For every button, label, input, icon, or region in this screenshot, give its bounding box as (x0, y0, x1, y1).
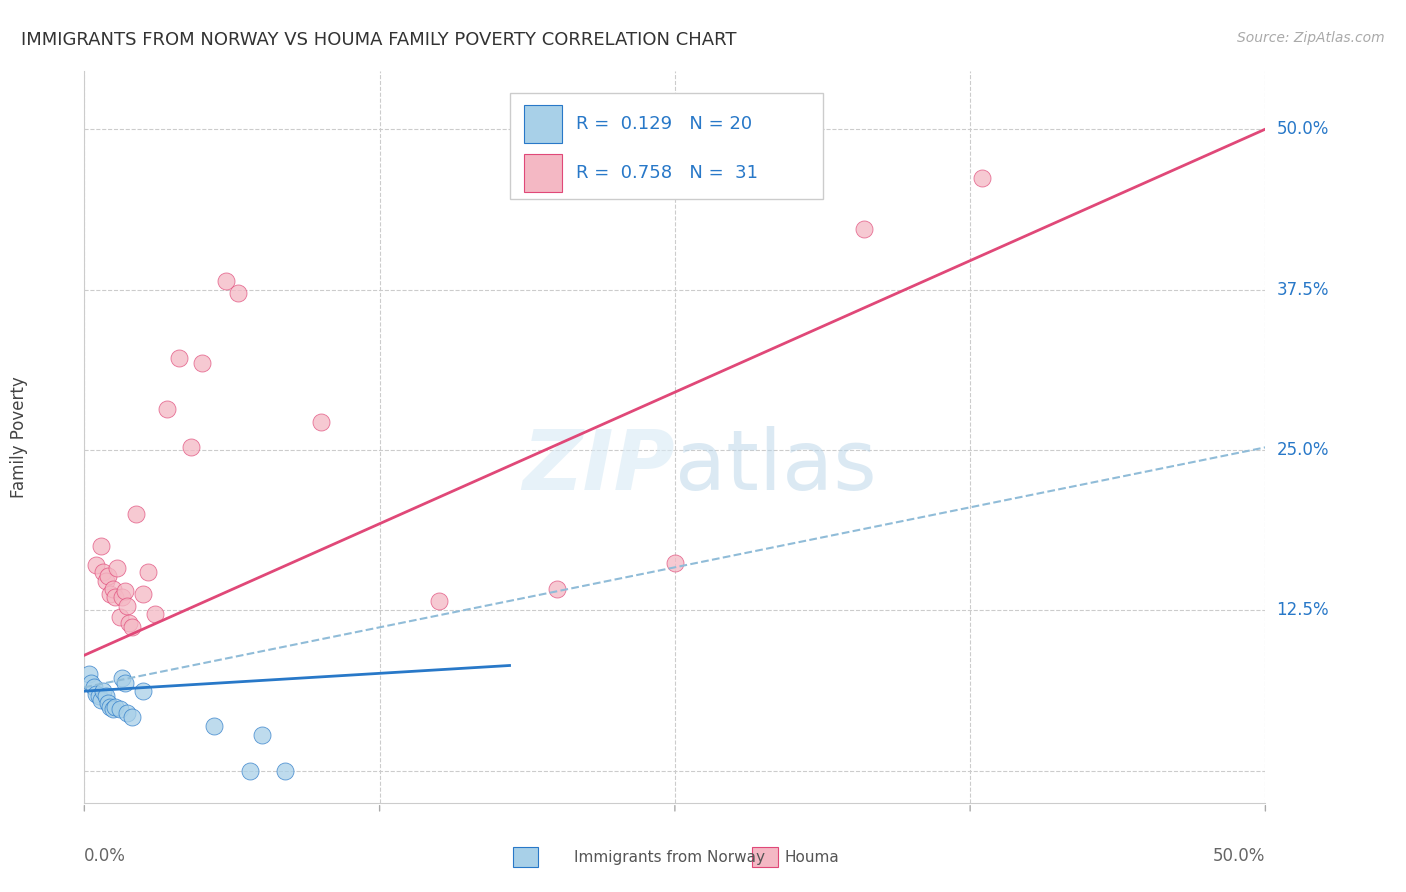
Point (191, 356, 214, 370)
Point (101, 582, 124, 596)
Point (77, 667, 100, 681)
Text: 50.0%: 50.0% (1213, 847, 1265, 864)
Point (90, 693, 112, 707)
Point (107, 561, 129, 575)
Point (136, 565, 159, 579)
Point (143, 607, 166, 622)
Text: R =  0.758   N =  31: R = 0.758 N = 31 (575, 164, 758, 182)
Point (80, 676, 103, 690)
Point (239, 764, 262, 778)
Point (427, 594, 450, 608)
Point (180, 441, 202, 455)
Point (97, 696, 120, 710)
Point (94, 690, 117, 704)
Point (91, 565, 114, 579)
Point (115, 599, 138, 614)
Text: 25.0%: 25.0% (1277, 441, 1329, 458)
Point (970, 170, 993, 185)
Point (108, 609, 131, 624)
Point (104, 699, 127, 714)
Text: atlas: atlas (675, 425, 876, 507)
Point (101, 702, 124, 716)
Point (90, 539, 112, 553)
Text: IMMIGRANTS FROM NORWAY VS HOUMA FAMILY POVERTY CORRELATION CHART: IMMIGRANTS FROM NORWAY VS HOUMA FAMILY P… (21, 31, 737, 49)
Point (104, 591, 127, 605)
Point (132, 587, 155, 601)
Point (546, 582, 568, 596)
Point (111, 591, 134, 605)
Point (94, 574, 117, 588)
Point (97, 568, 120, 582)
Point (87, 690, 110, 704)
Point (309, 415, 332, 429)
Text: 0.0%: 0.0% (84, 847, 127, 864)
Point (108, 702, 131, 716)
Text: 12.5%: 12.5% (1277, 601, 1329, 619)
FancyBboxPatch shape (509, 94, 823, 200)
Point (215, 273, 238, 287)
Point (274, 764, 297, 778)
Point (226, 286, 249, 301)
Point (156, 401, 179, 416)
Point (132, 684, 155, 698)
Point (114, 584, 136, 599)
Point (250, 728, 273, 742)
Text: Source: ZipAtlas.com: Source: ZipAtlas.com (1237, 31, 1385, 45)
Point (111, 671, 134, 685)
Point (84, 558, 107, 573)
Point (118, 616, 141, 631)
Point (852, 222, 875, 236)
Point (125, 507, 148, 521)
Bar (752, 847, 778, 867)
Text: 37.5%: 37.5% (1277, 280, 1329, 299)
Point (664, 556, 686, 570)
Point (167, 351, 190, 365)
Point (91, 684, 114, 698)
Text: R =  0.129   N = 20: R = 0.129 N = 20 (575, 115, 752, 133)
Bar (513, 847, 538, 867)
Point (114, 676, 136, 690)
Point (121, 620, 143, 634)
Point (121, 710, 143, 724)
Text: Immigrants from Norway: Immigrants from Norway (574, 850, 765, 864)
Text: Houma: Houma (785, 850, 839, 864)
Point (98, 699, 121, 714)
Text: ZIP: ZIP (522, 425, 675, 507)
Point (202, 719, 225, 733)
Text: Family Poverty: Family Poverty (10, 376, 28, 498)
Text: 50.0%: 50.0% (1277, 120, 1329, 138)
Bar (523, 154, 561, 192)
Bar (523, 105, 561, 143)
Point (98, 587, 121, 601)
Point (83, 681, 105, 695)
Point (84, 687, 107, 701)
Point (115, 706, 138, 720)
